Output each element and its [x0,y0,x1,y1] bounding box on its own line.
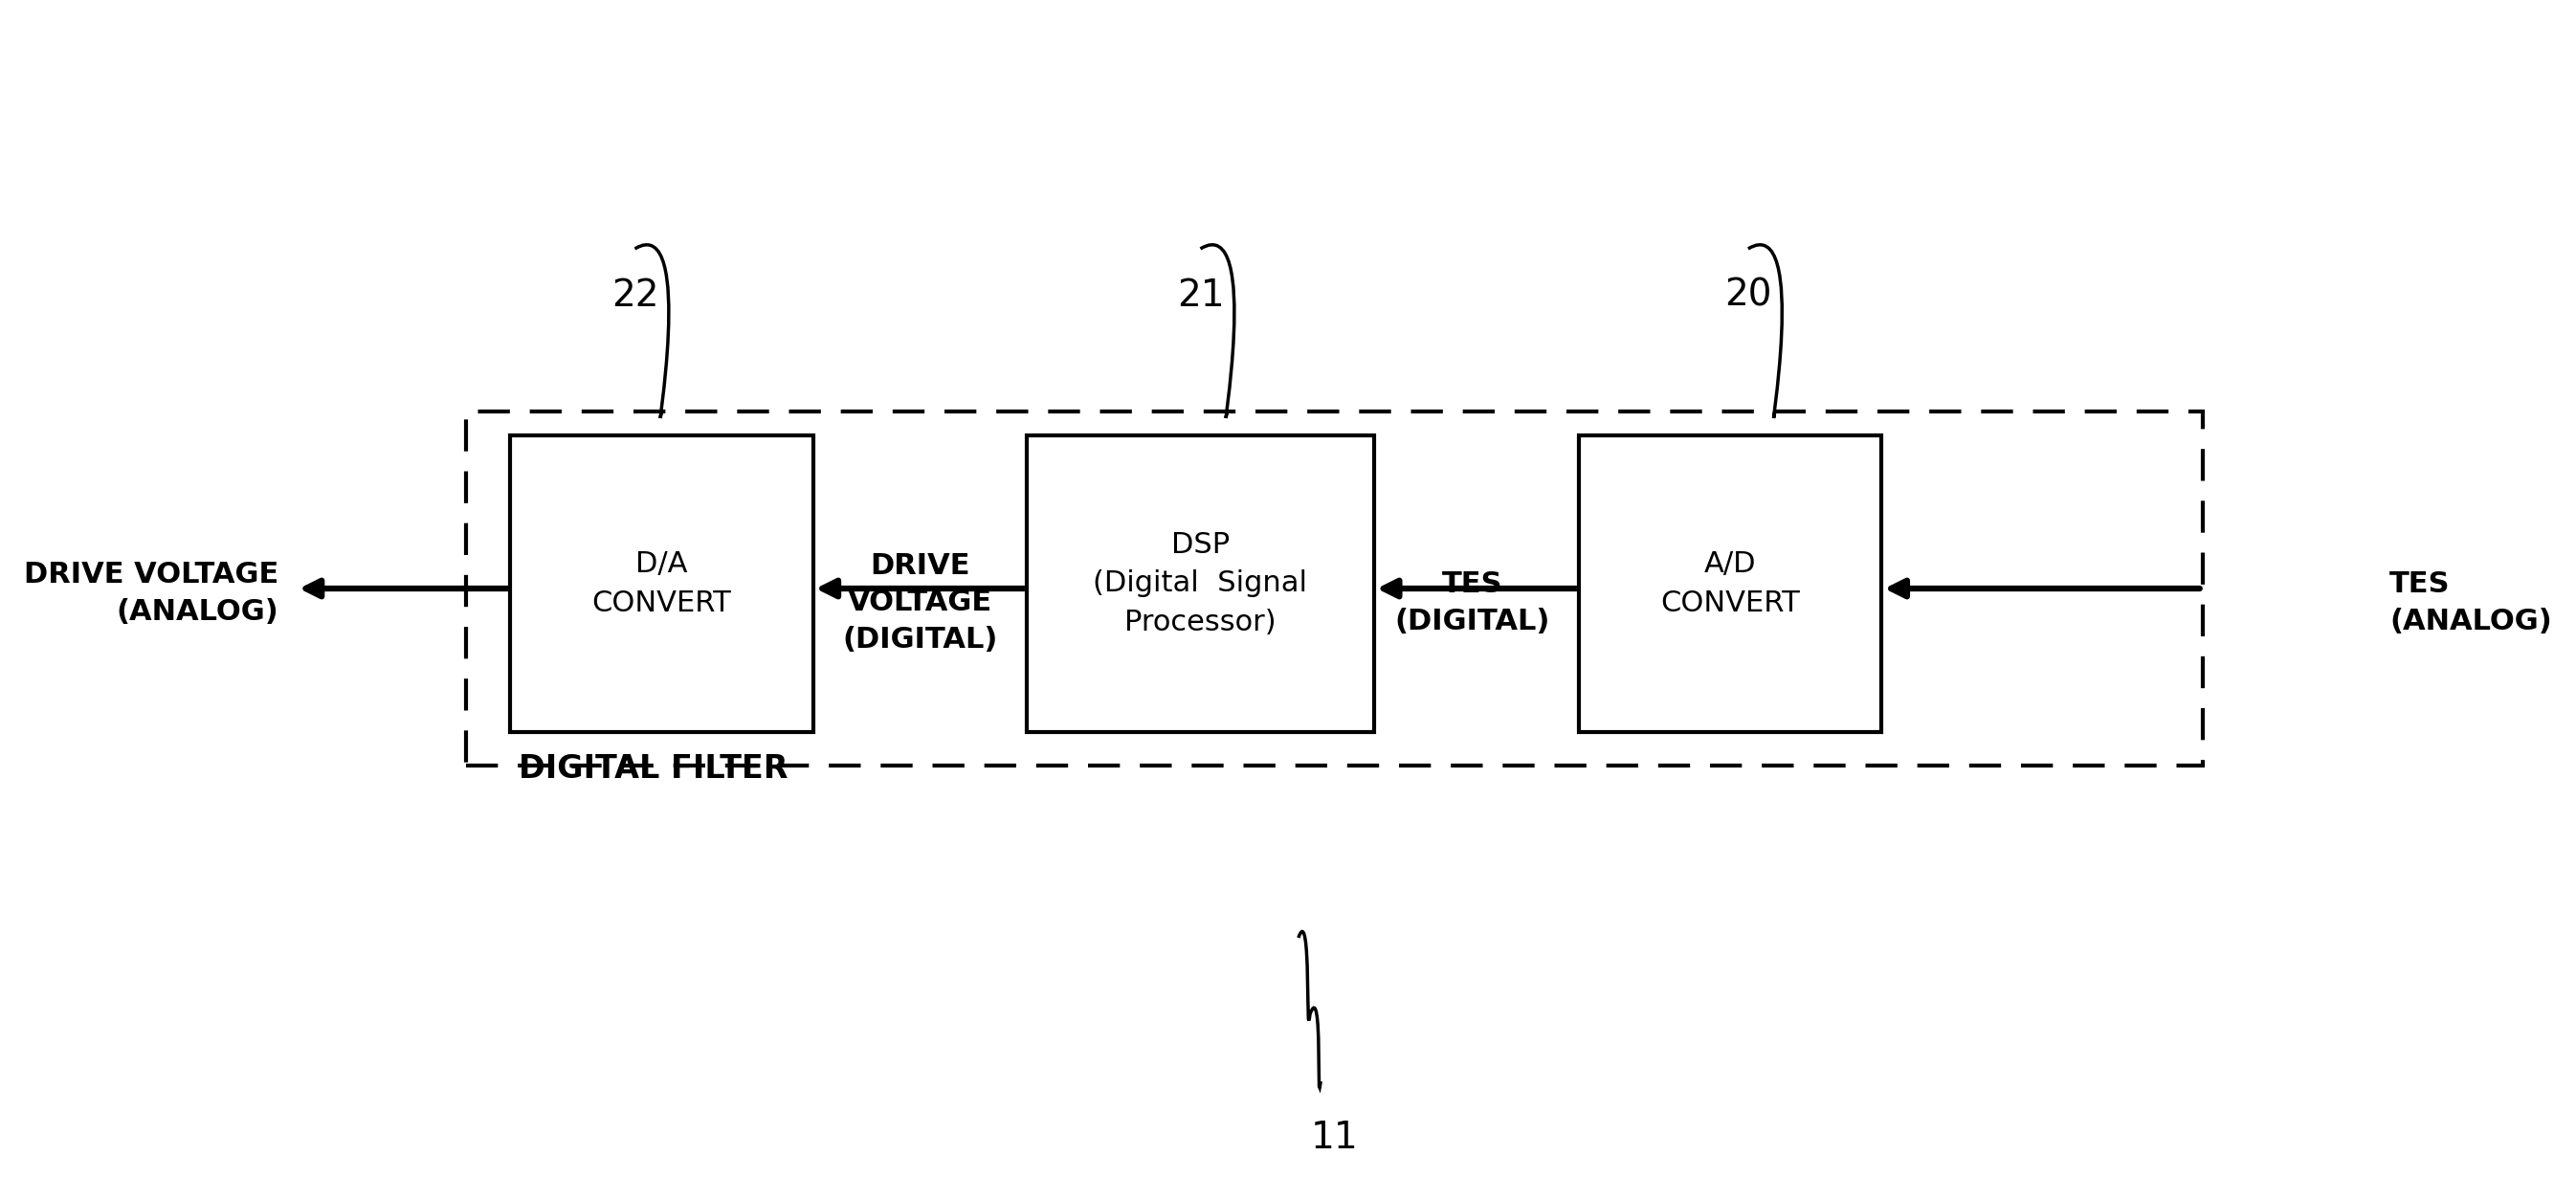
Text: 11: 11 [1311,1120,1358,1156]
Bar [510,436,814,732]
Bar [1579,436,1880,732]
Text: TES
(DIGITAL): TES (DIGITAL) [1394,571,1551,635]
Text: D/A
CONVERT: D/A CONVERT [592,551,732,617]
Bar [466,412,2202,766]
Text: DSP
(Digital  Signal
Processor): DSP (Digital Signal Processor) [1092,532,1309,636]
Text: A/D
CONVERT: A/D CONVERT [1662,551,1801,617]
Text: 20: 20 [1723,277,1772,314]
Text: DRIVE VOLTAGE
(ANALOG): DRIVE VOLTAGE (ANALOG) [23,562,278,625]
Text: TES
(ANALOG): TES (ANALOG) [2391,571,2553,635]
Text: DRIVE
VOLTAGE
(DIGITAL): DRIVE VOLTAGE (DIGITAL) [842,552,997,653]
Text: DIGITAL FILTER: DIGITAL FILTER [520,754,788,785]
Bar [1028,436,1373,732]
Text: 22: 22 [611,277,659,314]
Text: 21: 21 [1177,277,1224,314]
